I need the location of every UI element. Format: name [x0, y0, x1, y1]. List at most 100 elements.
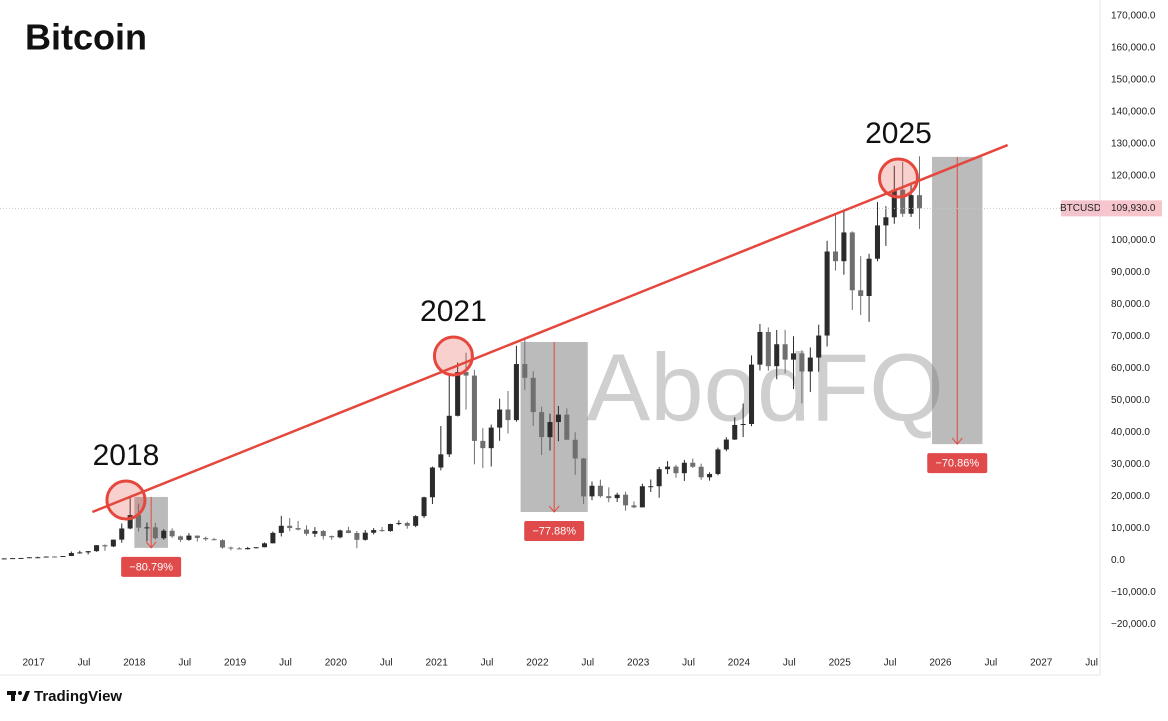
candle-body	[581, 458, 587, 497]
candle-body	[1, 558, 7, 560]
candle-body	[152, 527, 158, 539]
candle-body	[782, 344, 788, 360]
candle-body	[186, 535, 192, 540]
candle-body	[665, 466, 671, 470]
highlight-circle	[105, 479, 147, 521]
logo-shape	[11, 691, 15, 701]
candle-body	[371, 530, 377, 533]
candle-body	[497, 409, 503, 428]
y-tick-label: 10,000.0	[1111, 523, 1150, 534]
annotation-label: 2021	[420, 295, 487, 328]
candle-body	[883, 217, 889, 226]
x-tick-label: 2021	[426, 658, 449, 669]
x-tick-label: Jul	[481, 658, 494, 669]
x-tick-label: 2020	[325, 658, 348, 669]
x-tick-label: Jul	[1085, 658, 1098, 669]
tradingview-logo	[7, 691, 30, 701]
candle-body	[85, 551, 91, 553]
candle-body	[530, 377, 536, 413]
x-tick-label: 2023	[627, 658, 650, 669]
candle-body	[480, 440, 486, 449]
candle-body	[127, 515, 133, 529]
x-tick-label: 2027	[1030, 658, 1053, 669]
x-tick-label: Jul	[178, 658, 191, 669]
drawdown-label-bg	[524, 520, 585, 541]
y-tick-label: 150,000.0	[1111, 75, 1156, 86]
candle-body	[236, 548, 242, 550]
annotation-label: 2025	[865, 117, 932, 150]
annotation-label: 2018	[93, 439, 160, 472]
drawdown-label: −70.86%	[935, 458, 979, 470]
drawdown-arrowhead	[951, 437, 963, 445]
watermark: AbodFQ	[586, 334, 944, 441]
candle-body	[648, 486, 654, 488]
candle-body	[329, 536, 335, 538]
candle-body	[631, 505, 637, 508]
y-tick-label: −10,000.0	[1111, 587, 1156, 598]
candle-body	[555, 414, 561, 423]
y-tick-label: 20,000.0	[1111, 491, 1150, 502]
drawdown-label-bg	[121, 556, 182, 577]
candle-body	[253, 547, 259, 549]
candle-body	[539, 412, 545, 438]
candle-body	[52, 556, 58, 558]
y-tick-label: 170,000.0	[1111, 11, 1156, 22]
candle-body	[270, 532, 276, 544]
candle-body	[178, 536, 184, 540]
candle-body	[194, 535, 200, 538]
candle-body	[832, 251, 839, 262]
x-tick-label: 2022	[526, 658, 549, 669]
candle-body	[681, 462, 687, 474]
candle-body	[136, 515, 142, 528]
candle-body	[774, 344, 780, 367]
candle-body	[68, 552, 74, 557]
drawdown-arrowhead	[548, 505, 560, 513]
candle-body	[413, 516, 419, 526]
candle-body	[446, 415, 452, 455]
candle-body	[749, 364, 755, 425]
candle-body	[404, 523, 410, 526]
candle-body	[765, 331, 771, 367]
candle-body	[144, 527, 150, 529]
candle-body	[816, 335, 822, 358]
candle-body	[387, 524, 393, 532]
last-price-label: 109,930.0	[1111, 203, 1156, 214]
candle-body	[866, 258, 872, 297]
trend-line	[91, 143, 1009, 514]
candle-body	[916, 195, 922, 209]
y-tick-label: 140,000.0	[1111, 107, 1156, 118]
candle-body	[203, 537, 209, 540]
logo-shape	[22, 691, 30, 701]
candle-body	[119, 528, 125, 540]
candle-body	[169, 530, 175, 537]
candle-body	[606, 496, 612, 499]
candle-body	[799, 353, 805, 372]
candle-body	[488, 427, 494, 449]
x-tick-label: 2017	[22, 658, 45, 669]
candle-body	[10, 558, 16, 560]
candle-body	[211, 539, 217, 541]
candle-body	[698, 466, 704, 478]
candle-body	[614, 494, 620, 499]
y-tick-label: 100,000.0	[1111, 235, 1156, 246]
candle-body	[455, 372, 461, 416]
candles	[1, 156, 922, 560]
candle-body	[345, 530, 351, 533]
candle-body	[471, 375, 477, 441]
candle-body	[261, 543, 268, 548]
candle-body	[110, 539, 116, 547]
candle-body	[421, 497, 427, 517]
x-tick-label: Jul	[279, 658, 292, 669]
candle-body	[849, 232, 855, 291]
drawdowns: −80.79% −77.88% −70.86%	[121, 156, 988, 577]
candle-body	[505, 409, 511, 421]
candle-body	[513, 364, 519, 421]
x-tick-label: Jul	[78, 658, 91, 669]
candle-body	[379, 530, 385, 532]
candle-body	[807, 357, 813, 372]
drawdown-label: −80.79%	[129, 561, 173, 573]
candle-body	[656, 469, 662, 487]
candle-body	[900, 189, 906, 214]
candle-body	[597, 485, 603, 497]
drawdown-label-bg	[927, 453, 988, 474]
